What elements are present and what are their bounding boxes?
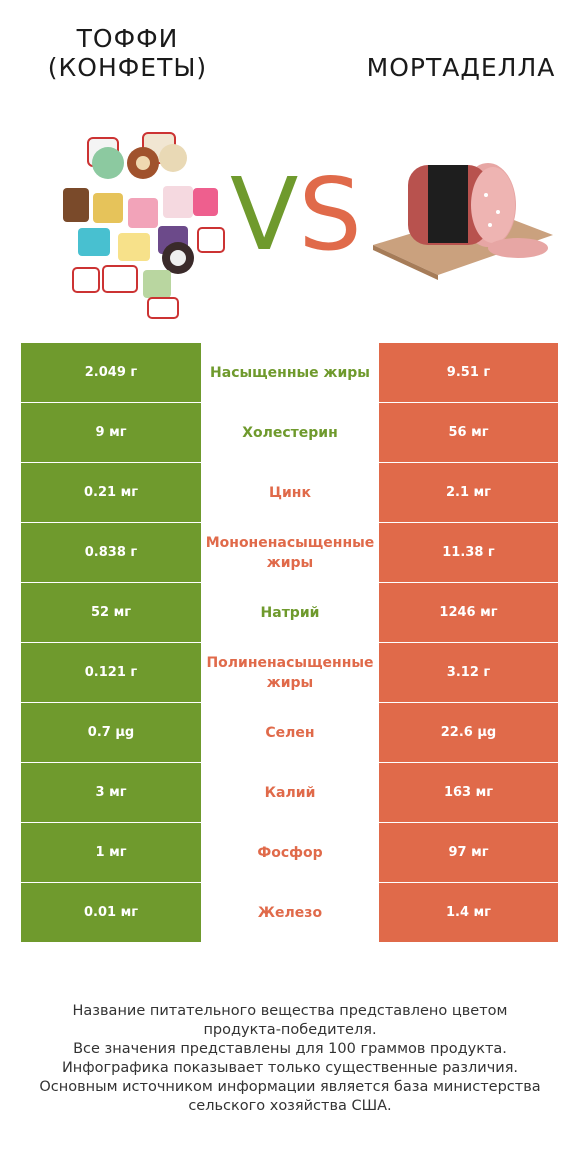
right-product-title: Мортаделла (366, 53, 556, 82)
right-value-cell: 1.4 мг (379, 883, 558, 942)
nutrient-label: Насыщенные жиры (210, 364, 370, 381)
nutrient-label: Мононенасыщенные жиры (205, 534, 375, 571)
nutrient-name-cell: Железо (201, 883, 379, 942)
left-value-cell: 3 мг (21, 763, 201, 822)
left-value-cell: 0.121 г (21, 643, 201, 702)
right-value-cell: 2.1 мг (379, 463, 558, 522)
nutrient-label: Цинк (269, 484, 311, 501)
left-value-cell: 1 мг (21, 823, 201, 882)
left-product-title: Тоффи (конфеты) (47, 24, 208, 82)
right-value-cell: 9.51 г (379, 343, 558, 402)
comparison-table: 2.049 г Насыщенные жиры 9.51 г 9 мг Холестер… (21, 343, 558, 943)
left-value-cell: 0.7 µg (21, 703, 201, 762)
nutrient-name-cell: Холестерин (201, 403, 379, 462)
mortadella-image (373, 163, 553, 280)
nutrient-name-cell: Селен (201, 703, 379, 762)
table-row: 1 мг Фосфор 97 мг (21, 823, 558, 883)
right-value-cell: 3.12 г (379, 643, 558, 702)
footer-note: Название питательного вещества представл… (20, 1002, 560, 1116)
right-value-cell: 1246 мг (379, 583, 558, 642)
left-value-cell: 52 мг (21, 583, 201, 642)
right-value-cell: 56 мг (379, 403, 558, 462)
footer-line: Название питательного вещества представл… (72, 1003, 508, 1019)
nutrient-label: Холестерин (242, 424, 338, 441)
nutrient-label: Фосфор (257, 844, 323, 861)
table-row: 0.838 г Мононенасыщенные жиры 11.38 г (21, 523, 558, 583)
nutrient-name-cell: Мононенасыщенные жиры (201, 523, 379, 582)
left-value-cell: 0.21 мг (21, 463, 201, 522)
table-row: 0.01 мг Железо 1.4 мг (21, 883, 558, 943)
nutrient-name-cell: Калий (201, 763, 379, 822)
nutrient-name-cell: Полиненасыщенные жиры (201, 643, 379, 702)
table-row: 9 мг Холестерин 56 мг (21, 403, 558, 463)
nutrient-label: Железо (257, 904, 323, 921)
table-row: 0.7 µg Селен 22.6 µg (21, 703, 558, 763)
vs-s-letter: S (298, 156, 362, 273)
table-row: 0.121 г Полиненасыщенные жиры 3.12 г (21, 643, 558, 703)
nutrient-label: Полиненасыщенные жиры (206, 654, 374, 691)
footer-line: Инфографика показывает только существенн… (61, 1060, 519, 1076)
vs-v-letter: V (230, 156, 299, 273)
right-value-cell: 97 мг (379, 823, 558, 882)
toffee-candy-image (63, 132, 225, 319)
right-value-cell: 22.6 µg (379, 703, 558, 762)
table-row: 3 мг Калий 163 мг (21, 763, 558, 823)
table-row: 52 мг Натрий 1246 мг (21, 583, 558, 643)
vs-label: VS (230, 160, 362, 270)
nutrient-name-cell: Фосфор (201, 823, 379, 882)
left-value-cell: 9 мг (21, 403, 201, 462)
footer-line: сельского хозяйства США. (188, 1098, 392, 1114)
right-value-cell: 11.38 г (379, 523, 558, 582)
nutrient-label: Калий (264, 784, 316, 801)
right-value-cell: 163 мг (379, 763, 558, 822)
nutrient-label: Натрий (260, 604, 320, 621)
left-value-cell: 0.838 г (21, 523, 201, 582)
nutrient-name-cell: Цинк (201, 463, 379, 522)
left-value-cell: 0.01 мг (21, 883, 201, 942)
footer-line: продукта-победителя. (203, 1022, 377, 1038)
table-row: 2.049 г Насыщенные жиры 9.51 г (21, 343, 558, 403)
nutrient-name-cell: Натрий (201, 583, 379, 642)
table-row: 0.21 мг Цинк 2.1 мг (21, 463, 558, 523)
left-value-cell: 2.049 г (21, 343, 201, 402)
nutrient-label: Селен (265, 724, 315, 741)
nutrient-name-cell: Насыщенные жиры (201, 343, 379, 402)
footer-line: Все значения представлены для 100 граммо… (73, 1041, 507, 1057)
footer-line: Основным источником информации является … (39, 1079, 541, 1095)
